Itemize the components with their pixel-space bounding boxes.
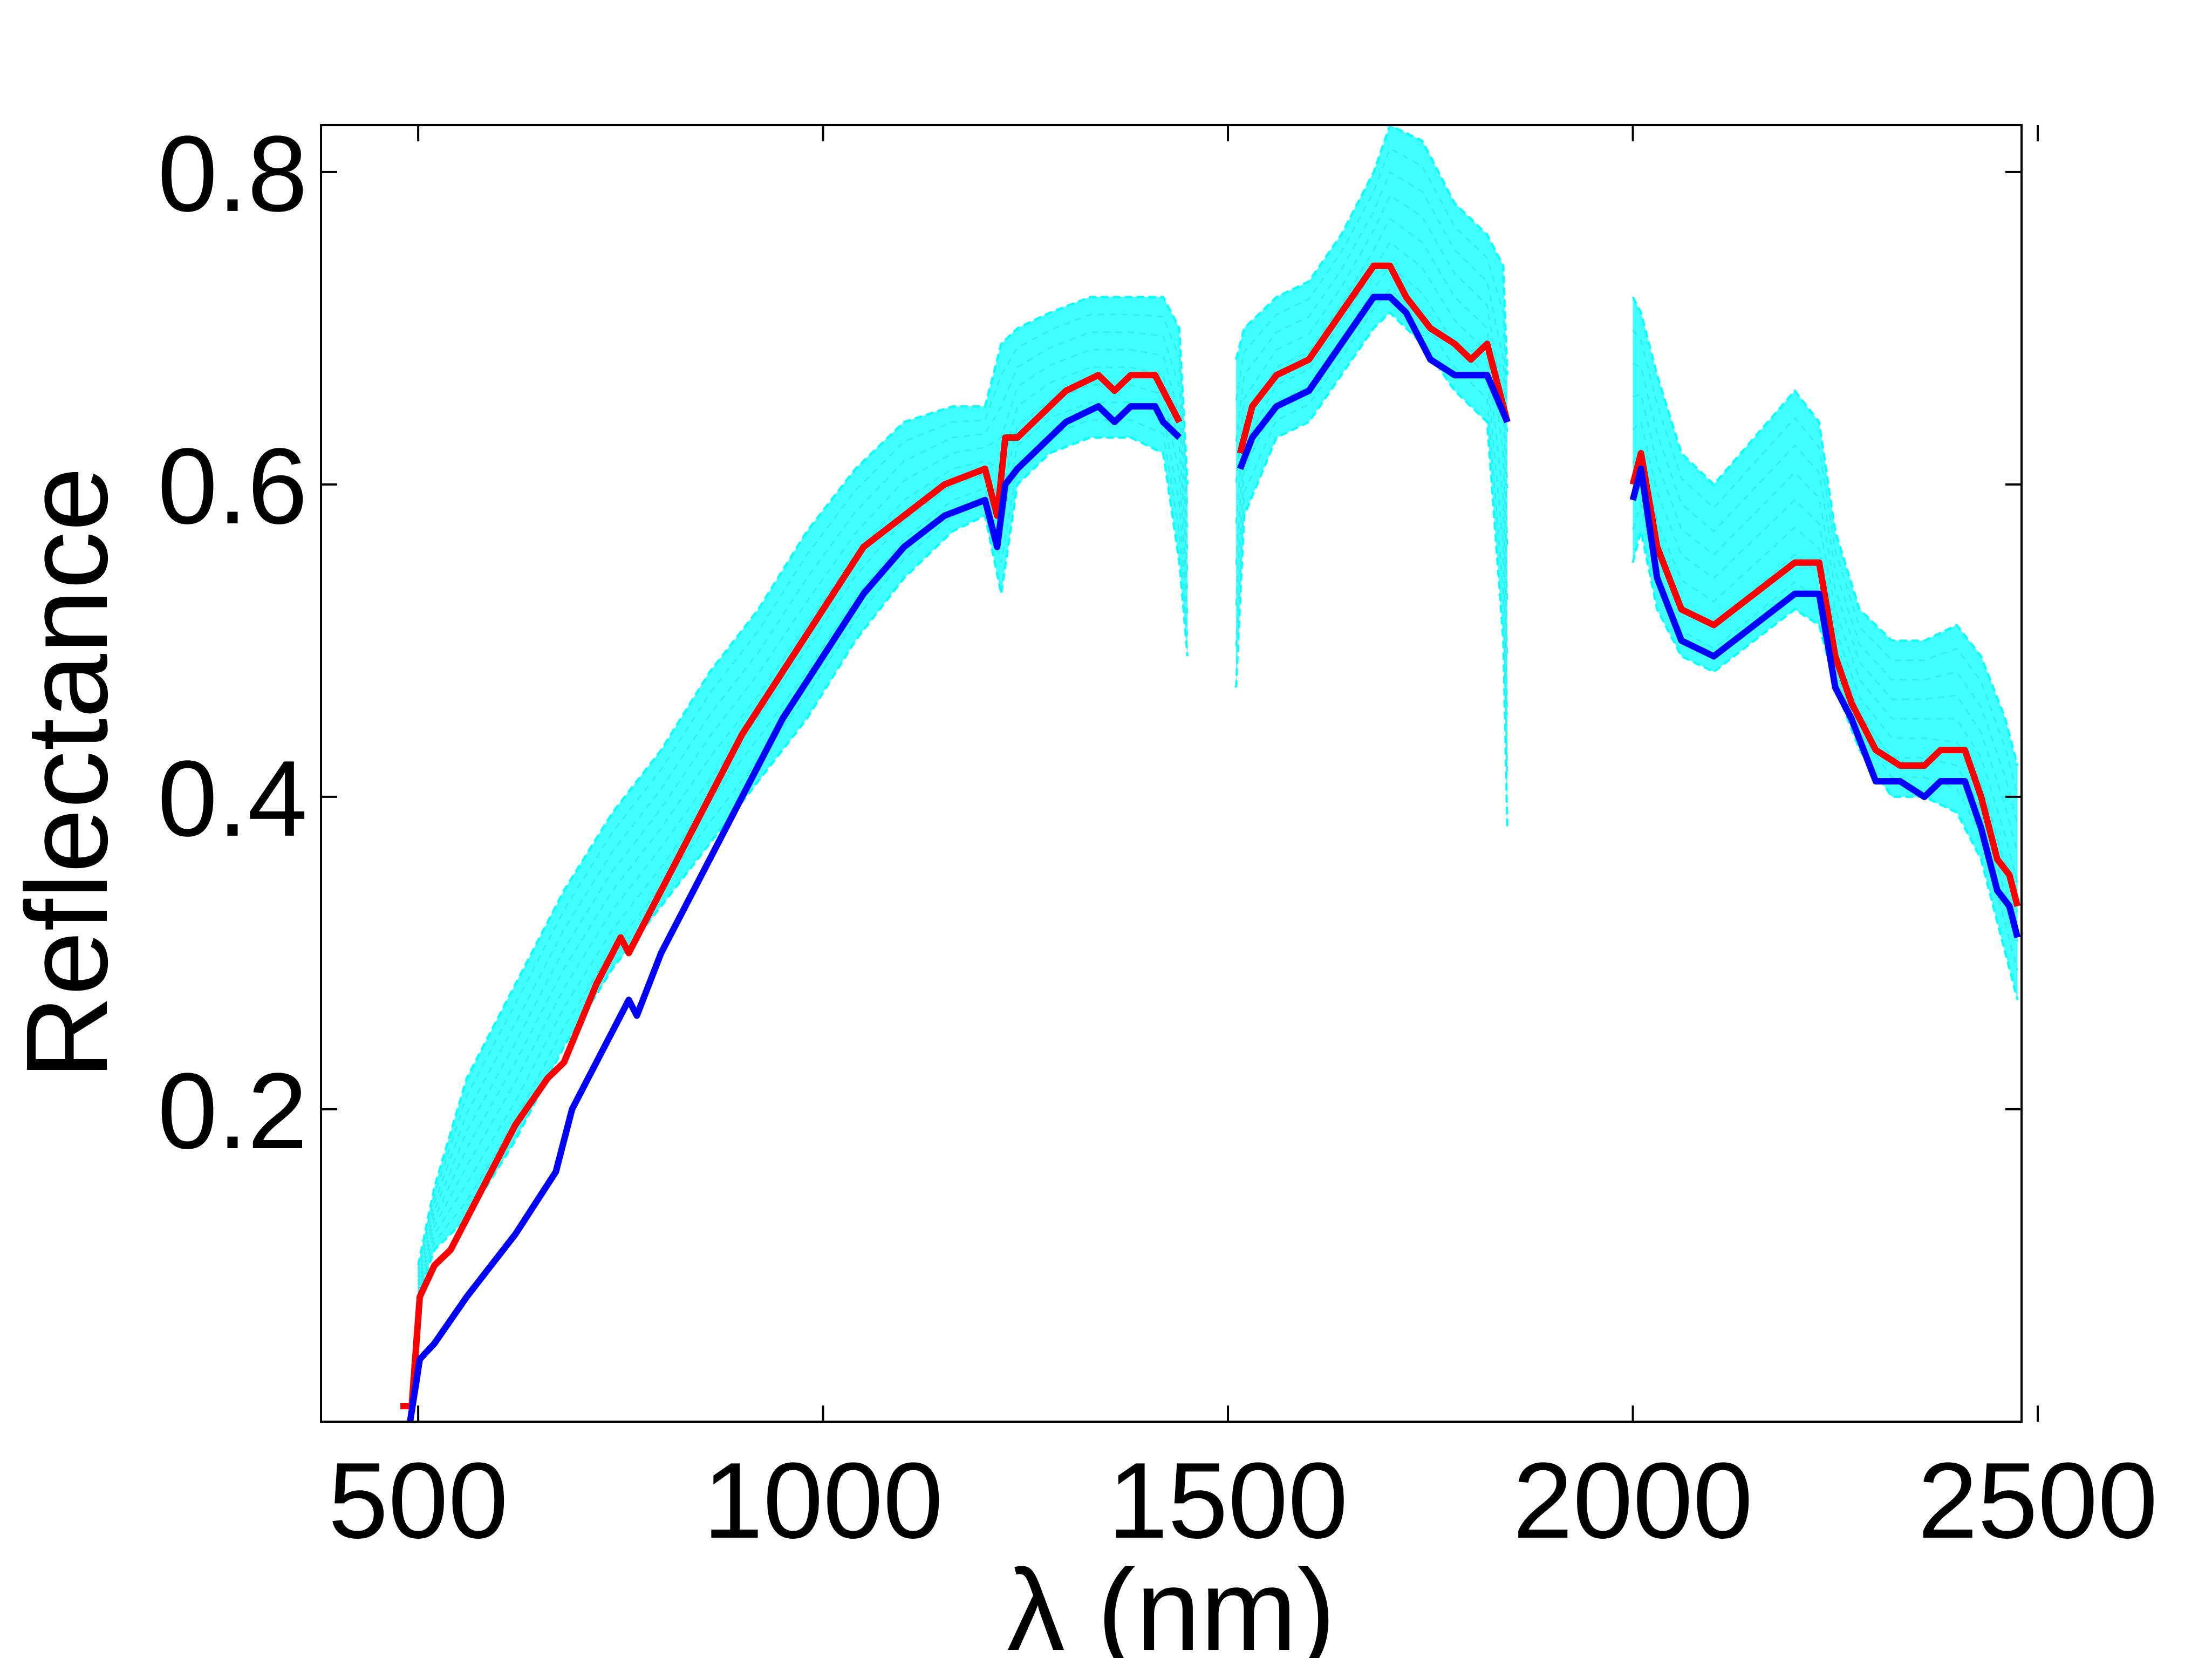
band-fill-2 [1633, 297, 2018, 1000]
band-spectrum-2-7 [1632, 330, 2018, 795]
y-tick-label-2: 0.6 [158, 426, 308, 547]
series-1 [407, 294, 2021, 1422]
axis-ticks [321, 125, 2039, 1422]
band-spectrum-0-6 [417, 331, 1189, 1274]
x-tick-label-2: 1500 [1108, 1441, 1348, 1561]
x-tick-label-1: 1000 [703, 1441, 943, 1561]
band-upper-edge-0 [417, 296, 1189, 1266]
x-axis-title: λ (nm) [1007, 1545, 1335, 1658]
series-1-segment-0 [407, 403, 1182, 1422]
series-0-segment-2 [1629, 450, 2021, 908]
y-tick-label-1: 0.4 [158, 739, 308, 859]
band-spectrum-1-7 [1235, 147, 1508, 432]
band-spectrum-0-4 [417, 366, 1189, 1281]
y-tick-label-0: 0.2 [158, 1051, 308, 1171]
series-0 [400, 262, 2021, 1409]
band-spectrum-1-6 [1235, 170, 1508, 489]
band-spectrum-0-1 [417, 419, 1189, 1293]
band-lower-edge-1 [1235, 311, 1508, 828]
band-spectrum-2-4 [1632, 420, 2018, 883]
axis-tick-labels: 500 1000 1500 2000 2500 0.2 0.4 0.6 0.8 [158, 114, 2158, 1561]
band-upper-edge-2 [1631, 296, 2019, 766]
band-spectrum-0-2 [417, 401, 1189, 1289]
band-spectrum-1-5 [1235, 194, 1508, 545]
series-0-segment-0 [400, 372, 1183, 1409]
series-1-segment-1 [1237, 294, 1511, 470]
y-axis-title: Reflectance [2, 467, 132, 1079]
band-spectrum-0-7 [417, 313, 1189, 1270]
band-spectrum-0-5 [417, 349, 1189, 1278]
spectra-series [400, 262, 2021, 1422]
y-tick-label-3: 0.8 [158, 114, 308, 234]
band-fill-1 [1236, 125, 1507, 828]
plot-frame [320, 124, 2023, 1423]
band-spectrum-2-5 [1633, 393, 2018, 854]
x-tick-label-0: 500 [328, 1441, 508, 1561]
x-tick-label-4: 2500 [1918, 1441, 2158, 1561]
series-0-segment-1 [1237, 262, 1511, 454]
x-tick-label-3: 2000 [1513, 1441, 1753, 1561]
band-upper-edge-1 [1235, 124, 1508, 376]
series-1-segment-2 [1629, 465, 2021, 939]
